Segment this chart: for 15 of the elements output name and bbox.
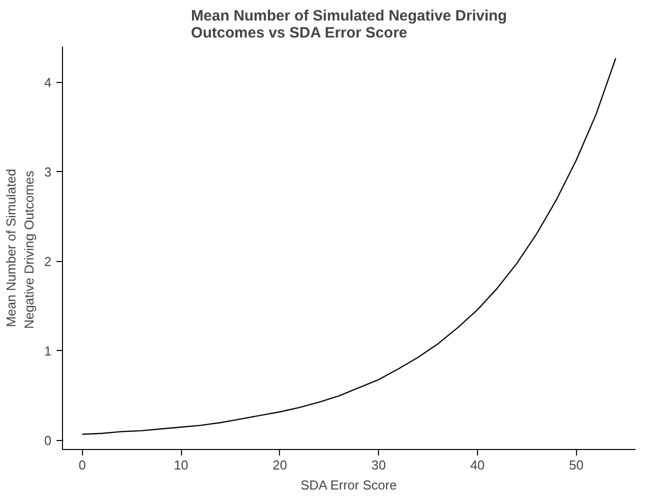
y-tick-label: 1 — [44, 343, 52, 358]
chart-title: Mean Number of Simulated Negative Driving Outcomes vs SDA Error Score — [191, 8, 507, 42]
y-tick-label: 2 — [44, 254, 52, 269]
x-tick-label: 0 — [78, 458, 86, 472]
x-tick-label: 30 — [371, 458, 386, 472]
y-tick-label: 0 — [44, 433, 52, 448]
y-axis-title: Mean Number of Simulated Negative Driving Outcomes — [3, 168, 36, 329]
x-tick-label: 10 — [174, 458, 188, 472]
x-tick-label: 20 — [272, 458, 288, 472]
x-tick-label: 40 — [470, 458, 485, 472]
y-tick-label: 3 — [44, 164, 52, 180]
x-axis-title: SDA Error Score — [300, 478, 397, 492]
line-series — [82, 58, 616, 435]
y-tick-label: 4 — [44, 74, 52, 90]
x-tick-label: 50 — [568, 458, 584, 472]
